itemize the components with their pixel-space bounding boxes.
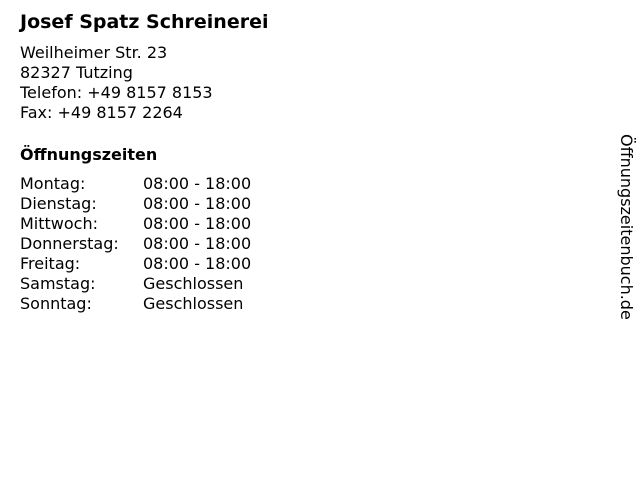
time: 08:00 - 18:00 bbox=[143, 194, 252, 213]
hours-row: Sonntag: Geschlossen bbox=[20, 294, 251, 314]
address-block: Weilheimer Str. 23 82327 Tutzing Telefon… bbox=[20, 43, 213, 123]
hours-row: Montag: 08:00 - 18:00 bbox=[20, 174, 251, 194]
time: Geschlossen bbox=[143, 274, 244, 293]
hours-heading: Öffnungszeiten bbox=[20, 145, 158, 164]
hours-row: Mittwoch: 08:00 - 18:00 bbox=[20, 214, 251, 234]
day: Mittwoch: bbox=[20, 214, 98, 233]
day: Donnerstag: bbox=[20, 234, 119, 253]
day: Freitag: bbox=[20, 254, 81, 273]
street: Weilheimer Str. 23 bbox=[20, 43, 168, 62]
time: 08:00 - 18:00 bbox=[143, 234, 252, 253]
day: Samstag: bbox=[20, 274, 96, 293]
hours-row: Samstag: Geschlossen bbox=[20, 274, 251, 294]
watermark-text: Öffnungszeitenbuch.de bbox=[617, 134, 636, 320]
hours-row: Donnerstag: 08:00 - 18:00 bbox=[20, 234, 251, 254]
time: 08:00 - 18:00 bbox=[143, 214, 252, 233]
phone: Telefon: +49 8157 8153 bbox=[20, 83, 213, 102]
hours-row: Freitag: 08:00 - 18:00 bbox=[20, 254, 251, 274]
city: 82327 Tutzing bbox=[20, 63, 133, 82]
business-name: Josef Spatz Schreinerei bbox=[20, 11, 269, 33]
hours-row: Dienstag: 08:00 - 18:00 bbox=[20, 194, 251, 214]
day: Dienstag: bbox=[20, 194, 97, 213]
time: 08:00 - 18:00 bbox=[143, 254, 252, 273]
time: 08:00 - 18:00 bbox=[143, 174, 252, 193]
time: Geschlossen bbox=[143, 294, 244, 313]
day: Sonntag: bbox=[20, 294, 92, 313]
hours-table: Montag: 08:00 - 18:00 Dienstag: 08:00 - 18… bbox=[20, 174, 251, 314]
fax: Fax: +49 8157 2264 bbox=[20, 103, 183, 122]
day: Montag: bbox=[20, 174, 86, 193]
